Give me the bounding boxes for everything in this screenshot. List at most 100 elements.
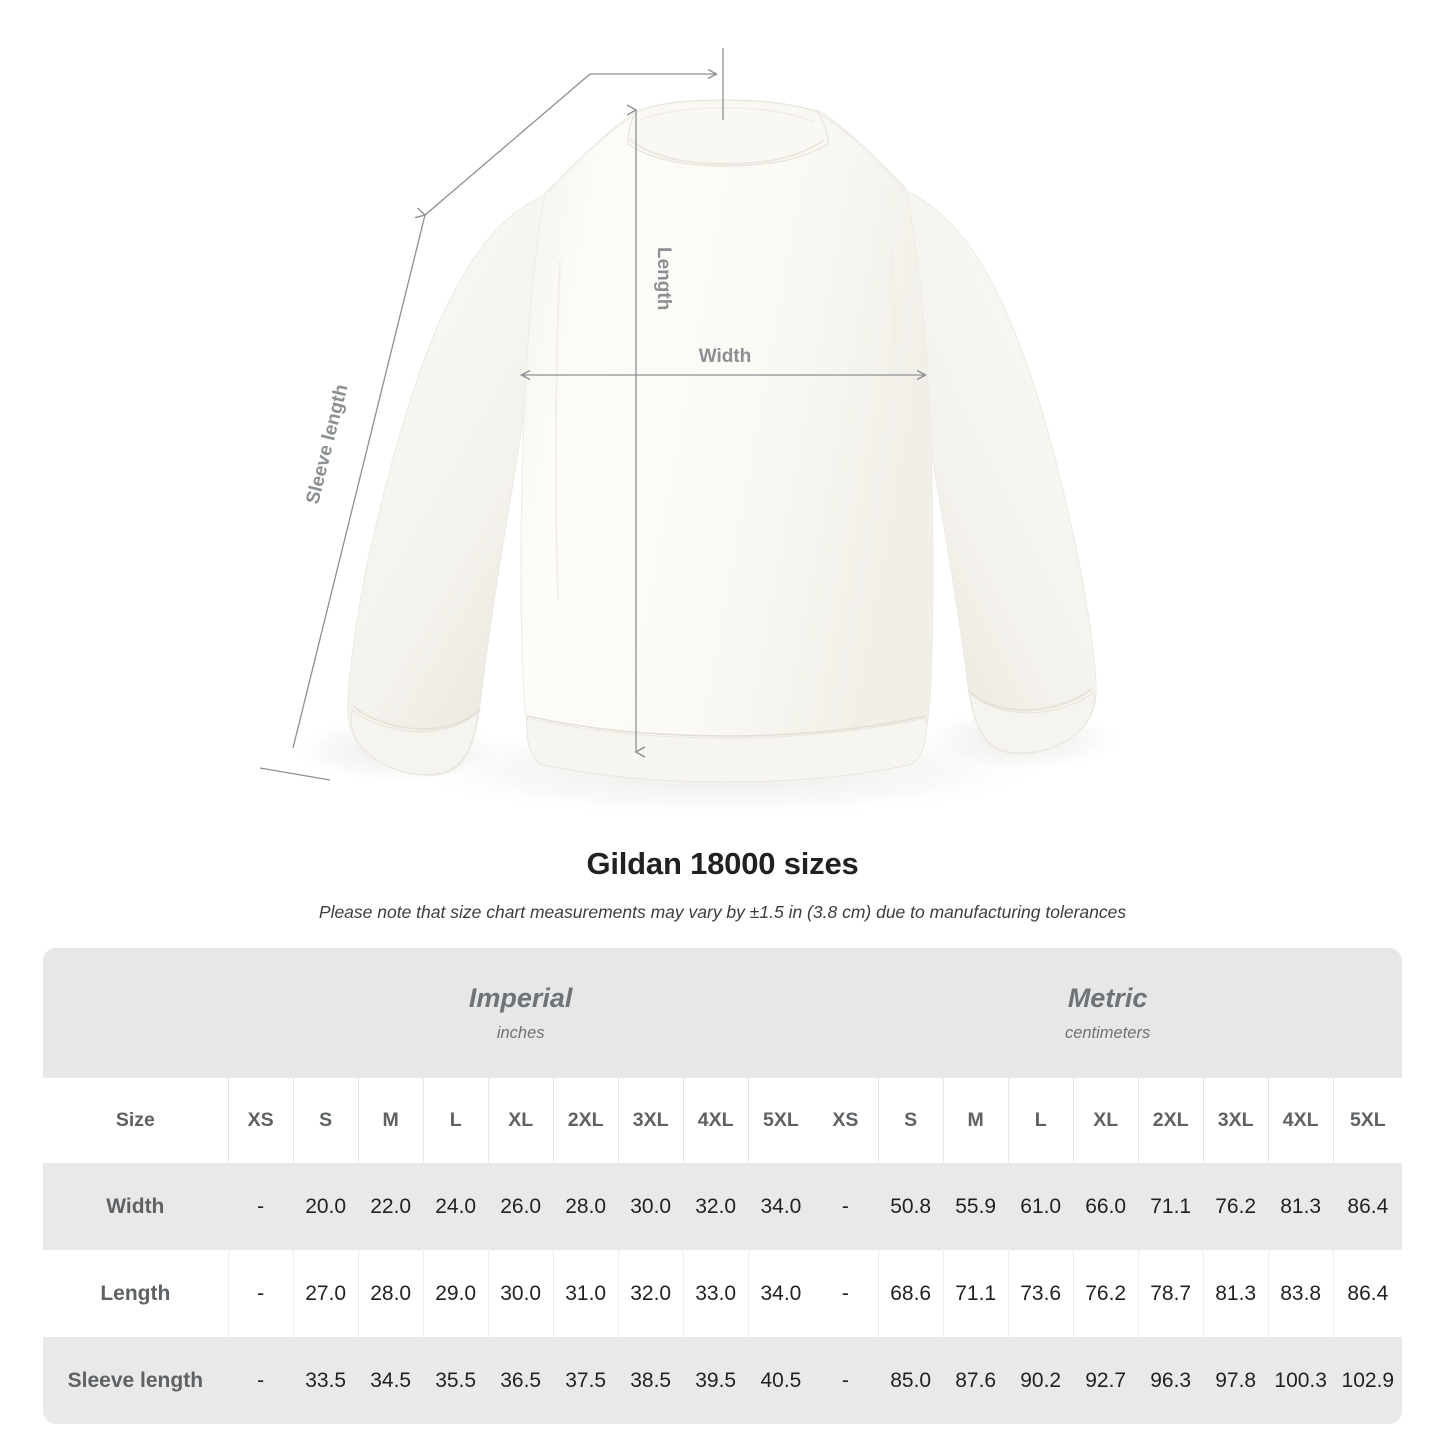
left-cuff-seam [353,706,481,730]
left-shoulder-seam [547,113,637,193]
left-sleeve [347,194,549,776]
cell-sleeve-imperial-xs: - [227,1337,294,1424]
cell-sleeve-metric-l: 90.2 [1007,1337,1074,1424]
unit-name-imperial: Imperial [468,983,573,1014]
collar-inner-seam [629,139,825,166]
header-imperial-s: S [292,1078,359,1163]
cell-width-metric-m: 55.9 [942,1163,1009,1250]
tolerance-note: Please note that size chart measurements… [318,902,1127,923]
length-label: Length [653,247,674,310]
row-label-sleeve-length: Sleeve length [43,1337,229,1424]
cell-length-imperial-l: 29.0 [422,1250,489,1337]
table-row: Sleeve length - 33.5 34.5 35.5 36.5 37.5… [43,1337,1402,1424]
cell-length-metric-3xl: 81.3 [1202,1250,1269,1337]
fold-right [891,249,898,611]
cell-length-metric-2xl: 78.7 [1137,1250,1204,1337]
cell-width-imperial-5xl: 34.0 [747,1163,814,1250]
cell-width-imperial-3xl: 30.0 [617,1163,684,1250]
unit-sub-imperial: inches [496,1023,545,1042]
width-label: Width [699,346,752,367]
cell-width-imperial-l: 24.0 [422,1163,489,1250]
right-cuff-seam [967,688,1093,711]
cell-length-metric-xl: 76.2 [1072,1250,1139,1337]
header-imperial-5xl: 5XL [747,1078,814,1163]
header-metric-4xl: 4XL [1267,1078,1334,1163]
cell-width-metric-5xl: 86.4 [1332,1163,1402,1250]
unit-group-imperial: Imperial inches [228,948,814,1078]
fold-left [554,259,561,601]
sweatshirt-body [520,109,934,783]
cell-width-imperial-xs: - [227,1163,294,1250]
cell-sleeve-imperial-s: 33.5 [292,1337,359,1424]
cell-length-metric-5xl: 86.4 [1332,1250,1402,1337]
cell-width-metric-2xl: 71.1 [1137,1163,1204,1250]
unit-sub-metric: centimeters [1064,1023,1151,1042]
collar-top-seam [639,107,815,123]
cell-width-imperial-xl: 26.0 [487,1163,554,1250]
cell-sleeve-metric-3xl: 97.8 [1202,1337,1269,1424]
header-metric-xl: XL [1072,1078,1139,1163]
cell-width-metric-4xl: 81.3 [1267,1163,1334,1250]
cell-width-imperial-4xl: 32.0 [682,1163,749,1250]
unit-banner-row: Imperial inches Metric centimeters [43,948,1402,1078]
banner-spacer [43,948,229,1078]
table-row: Length - 27.0 28.0 29.0 30.0 31.0 32.0 3… [43,1250,1402,1337]
cell-sleeve-metric-5xl: 102.9 [1332,1337,1402,1424]
header-metric-s: S [877,1078,944,1163]
cell-length-imperial-xs: - [227,1250,294,1337]
header-metric-5xl: 5XL [1332,1078,1402,1163]
cell-sleeve-imperial-m: 34.5 [357,1337,424,1424]
cell-length-metric-xs: - [813,1250,879,1337]
cell-sleeve-metric-4xl: 100.3 [1267,1337,1334,1424]
collar-ribbing [627,99,829,167]
table-row: Width - 20.0 22.0 24.0 26.0 28.0 30.0 32… [43,1163,1402,1250]
cell-width-metric-xs: - [813,1163,879,1250]
header-imperial-2xl: 2XL [552,1078,619,1163]
title-block: Gildan 18000 sizes Please note that size… [0,845,1445,924]
header-imperial-3xl: 3XL [617,1078,684,1163]
cell-sleeve-imperial-4xl: 39.5 [682,1337,749,1424]
cell-sleeve-metric-xs: - [813,1337,879,1424]
size-table: Imperial inches Metric centimeters Size … [43,948,1402,1424]
header-imperial-xs: XS [227,1078,294,1163]
garment-diagram: Length Width Sleeve length [259,48,1125,818]
header-metric-l: L [1007,1078,1074,1163]
cell-sleeve-imperial-l: 35.5 [422,1337,489,1424]
cell-length-imperial-xl: 30.0 [487,1250,554,1337]
header-imperial-m: M [357,1078,424,1163]
cell-sleeve-metric-s: 85.0 [877,1337,944,1424]
cell-length-imperial-4xl: 33.0 [682,1250,749,1337]
cell-length-metric-s: 68.6 [877,1250,944,1337]
unit-name-metric: Metric [1067,983,1148,1014]
right-shoulder-seam [817,111,905,191]
header-metric-3xl: 3XL [1202,1078,1269,1163]
sleeve-length-label: Sleeve length [302,382,352,506]
hem-seam [526,715,927,737]
header-metric-xs: XS [813,1078,879,1163]
sleeve-length-leader-upper [424,73,591,216]
header-imperial-l: L [422,1078,489,1163]
cell-length-imperial-2xl: 31.0 [552,1250,619,1337]
cell-length-metric-m: 71.1 [942,1250,1009,1337]
right-cuff [969,691,1095,754]
garment-illustration: Length Width Sleeve length [259,48,1125,818]
sleeve-length-line [292,207,427,749]
row-label-length: Length [43,1250,229,1337]
cell-width-metric-xl: 66.0 [1072,1163,1139,1250]
size-header-row: Size XS S M L XL 2XL 3XL 4XL 5XL XS S M … [43,1078,1402,1163]
cell-length-imperial-5xl: 34.0 [747,1250,814,1337]
cell-width-imperial-m: 22.0 [357,1163,424,1250]
cell-length-metric-l: 73.6 [1007,1250,1074,1337]
header-metric-2xl: 2XL [1137,1078,1204,1163]
cell-length-imperial-3xl: 32.0 [617,1250,684,1337]
cell-length-imperial-s: 27.0 [292,1250,359,1337]
page-title: Gildan 18000 sizes [586,846,859,881]
cell-width-metric-l: 61.0 [1007,1163,1074,1250]
cell-sleeve-metric-m: 87.6 [942,1337,1009,1424]
bottom-hem [526,717,927,783]
header-imperial-4xl: 4XL [682,1078,749,1163]
header-imperial-xl: XL [487,1078,554,1163]
left-cuff [350,709,479,776]
cell-sleeve-imperial-xl: 36.5 [487,1337,554,1424]
cell-sleeve-imperial-5xl: 40.5 [747,1337,814,1424]
